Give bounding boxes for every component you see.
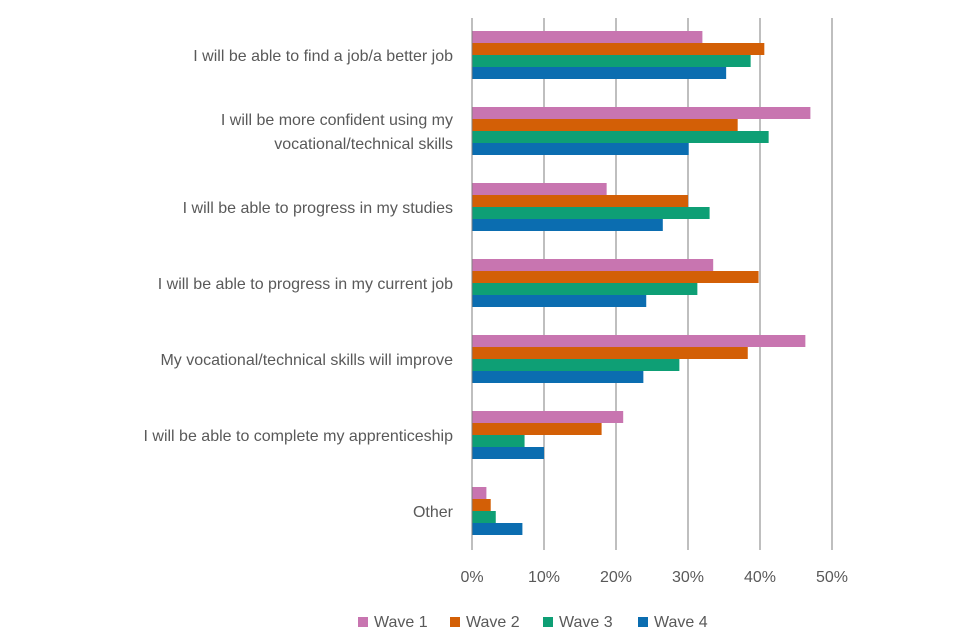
- category-label: I will be able to progress in my current…: [158, 276, 453, 293]
- legend-label-2: Wave 2: [466, 614, 520, 631]
- legend-label-3: Wave 3: [559, 614, 613, 631]
- bar-wave-3-cat-2: [472, 207, 710, 219]
- tick-label: 20%: [600, 569, 632, 586]
- bar-wave-3-cat-5: [472, 435, 525, 447]
- category-label: My vocational/technical skills will impr…: [160, 352, 453, 369]
- bar-wave-2-cat-6: [472, 499, 491, 511]
- legend: Wave 1 Wave 2 Wave 3 Wave 4: [358, 614, 708, 631]
- bar-chart: I will be able to find a job/a better jo…: [0, 0, 960, 640]
- bar-wave-1-cat-4: [472, 335, 805, 347]
- bar-wave-4-cat-1: [472, 143, 689, 155]
- bar-wave-2-cat-2: [472, 195, 688, 207]
- bar-wave-2-cat-5: [472, 423, 602, 435]
- tick-label: 30%: [672, 569, 704, 586]
- bar-wave-4-cat-5: [472, 447, 544, 459]
- bar-wave-2-cat-3: [472, 271, 759, 283]
- category-label: I will be more confident using my vocatio…: [221, 112, 453, 153]
- bar-wave-1-cat-6: [472, 487, 486, 499]
- tick-label: 40%: [744, 569, 776, 586]
- bar-wave-1-cat-1: [472, 107, 810, 119]
- category-label: Other: [413, 504, 454, 521]
- bar-wave-2-cat-0: [472, 43, 764, 55]
- legend-swatch-1: [358, 617, 368, 627]
- bar-wave-1-cat-0: [472, 31, 702, 43]
- bar-wave-2-cat-4: [472, 347, 748, 359]
- tick-label: 0%: [460, 569, 483, 586]
- bar-wave-1-cat-5: [472, 411, 623, 423]
- bar-wave-4-cat-4: [472, 371, 643, 383]
- bar-wave-3-cat-4: [472, 359, 679, 371]
- legend-label-1: Wave 1: [374, 614, 428, 631]
- bar-wave-3-cat-0: [472, 55, 751, 67]
- tick-labels: 0% 10% 20% 30% 40% 50%: [460, 569, 848, 586]
- tick-label: 50%: [816, 569, 848, 586]
- bar-wave-3-cat-3: [472, 283, 697, 295]
- category-label: I will be able to progress in my studies: [183, 200, 453, 217]
- bar-wave-1-cat-2: [472, 183, 607, 195]
- category-label: I will be able to complete my apprentice…: [144, 428, 454, 445]
- legend-swatch-2: [450, 617, 460, 627]
- bar-wave-3-cat-6: [472, 511, 496, 523]
- bar-wave-1-cat-3: [472, 259, 713, 271]
- bar-wave-4-cat-3: [472, 295, 646, 307]
- bar-wave-4-cat-0: [472, 67, 726, 79]
- bar-wave-3-cat-1: [472, 131, 769, 143]
- legend-label-4: Wave 4: [654, 614, 708, 631]
- tick-label: 10%: [528, 569, 560, 586]
- bar-wave-4-cat-2: [472, 219, 663, 231]
- category-label: I will be able to find a job/a better jo…: [193, 48, 453, 65]
- legend-swatch-3: [543, 617, 553, 627]
- category-labels: I will be able to find a job/a better jo…: [144, 48, 454, 521]
- legend-swatch-4: [638, 617, 648, 627]
- bar-wave-4-cat-6: [472, 523, 522, 535]
- bar-wave-2-cat-1: [472, 119, 738, 131]
